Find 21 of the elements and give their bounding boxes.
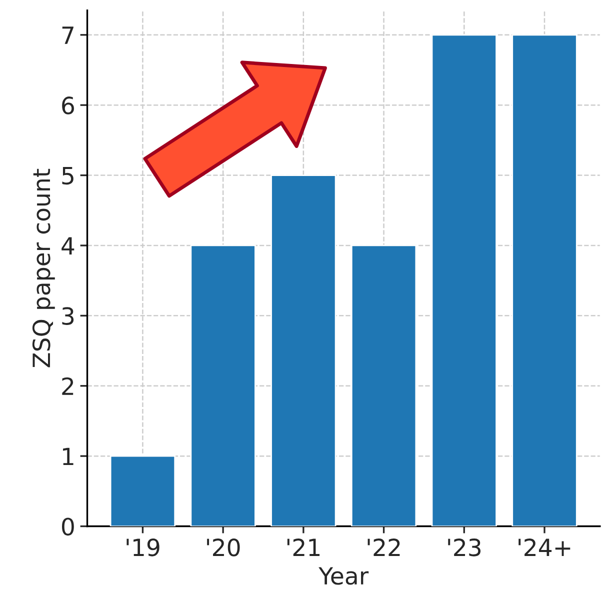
x-tick-label: '19 [126,538,160,556]
x-tick-label: '21 [287,538,320,556]
y-tick-label: 3 [62,307,74,325]
y-tick-label: 4 [62,237,74,254]
y-axis-title: ZSQ paper count [32,168,55,368]
x-tick-label: '20 [207,538,240,556]
y-tick-label: 7 [62,26,74,44]
y-tick-label: 5 [62,167,74,185]
bar [350,244,417,526]
x-tick-label: '24+ [518,538,570,556]
y-tick-label: 1 [63,448,74,466]
x-axis-title: Year [318,567,369,585]
bar [512,34,578,526]
bar [190,244,256,526]
y-tick-label: 2 [62,377,74,395]
y-tick-label: 6 [62,96,74,114]
x-tick-label: '22 [368,538,400,556]
y-tick-label: 0 [62,518,74,536]
bar [431,34,497,526]
bar [110,455,176,526]
x-tick-label: '23 [448,538,481,556]
